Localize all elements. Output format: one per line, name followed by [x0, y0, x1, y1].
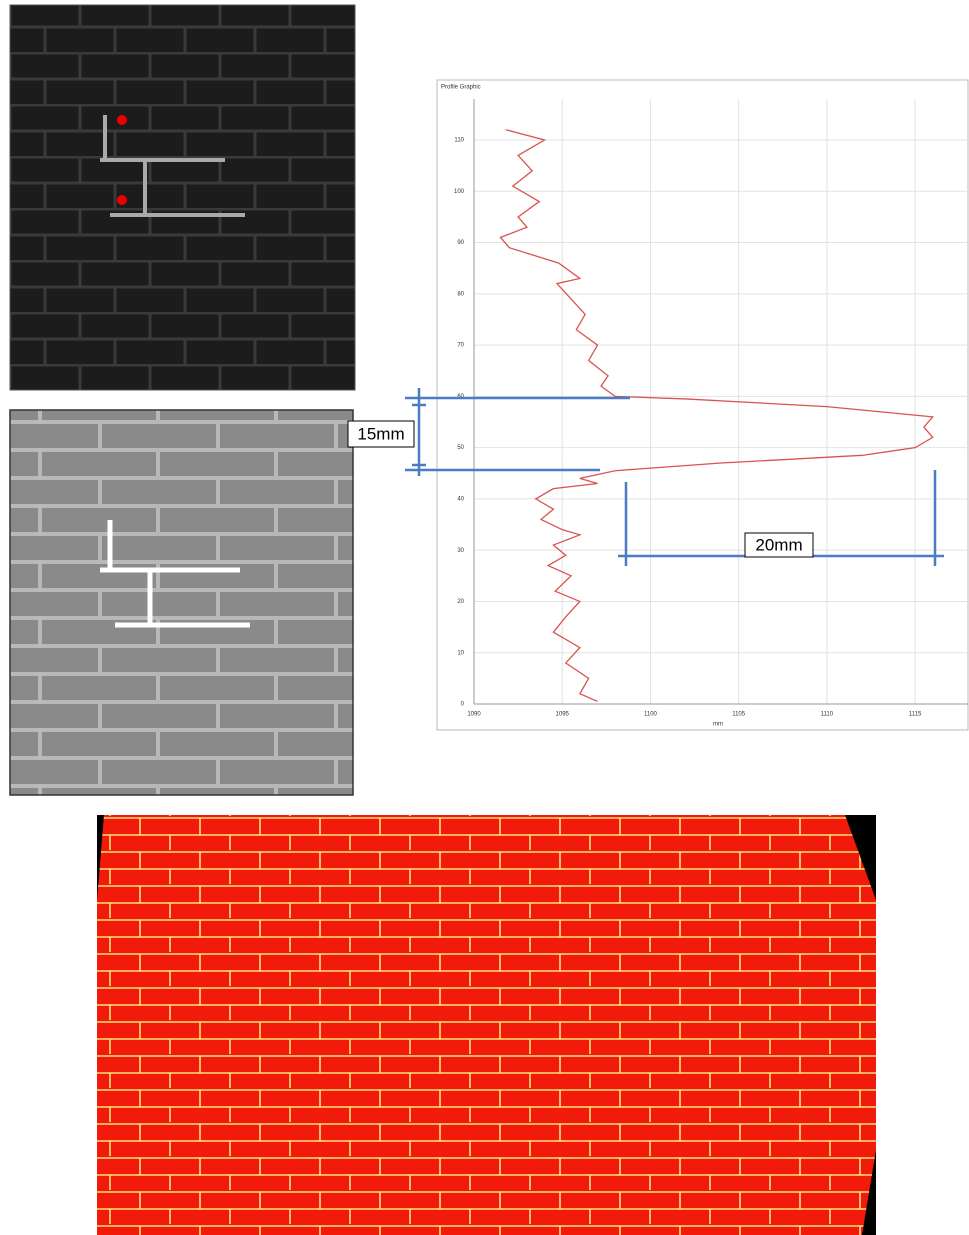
y-tick-label: 20	[457, 599, 464, 605]
y-tick-label: 0	[461, 702, 465, 708]
annotation-box	[347, 420, 415, 448]
thermal-image	[9, 4, 356, 391]
x-tick-label: 1115	[909, 712, 922, 718]
x-axis-label: mm	[713, 722, 723, 728]
y-tick-label: 30	[457, 548, 464, 554]
y-tick-label: 90	[457, 240, 464, 246]
x-tick-label: 1090	[467, 712, 481, 718]
y-tick-label: 110	[454, 138, 464, 144]
annotation: 20mm	[755, 535, 802, 554]
plot: 1090 1095 1100 1105 1110 11150102030405060708…	[454, 99, 968, 718]
y-tick-label: 80	[457, 291, 464, 297]
chart-panel	[436, 79, 969, 731]
y-tick-label: 10	[457, 650, 464, 656]
x-tick-label: 1110	[821, 712, 834, 718]
y-tick-label: 70	[457, 343, 464, 349]
annotation-box	[744, 532, 814, 558]
y-tick-label: 40	[457, 496, 464, 502]
profile-line	[499, 129, 935, 703]
x-tick-label: 1095	[556, 712, 570, 718]
x-tick-label: 1100	[644, 712, 658, 718]
dimension-lines	[405, 388, 944, 566]
heatmap-image	[97, 815, 876, 1235]
grayscale-image	[9, 409, 354, 796]
chart-title: Profile Graphic	[441, 85, 481, 91]
y-tick-label: 100	[454, 189, 465, 195]
annotation: 15mm	[357, 424, 404, 443]
y-tick-label: 50	[457, 445, 464, 451]
x-tick-label: 1105	[732, 712, 746, 718]
